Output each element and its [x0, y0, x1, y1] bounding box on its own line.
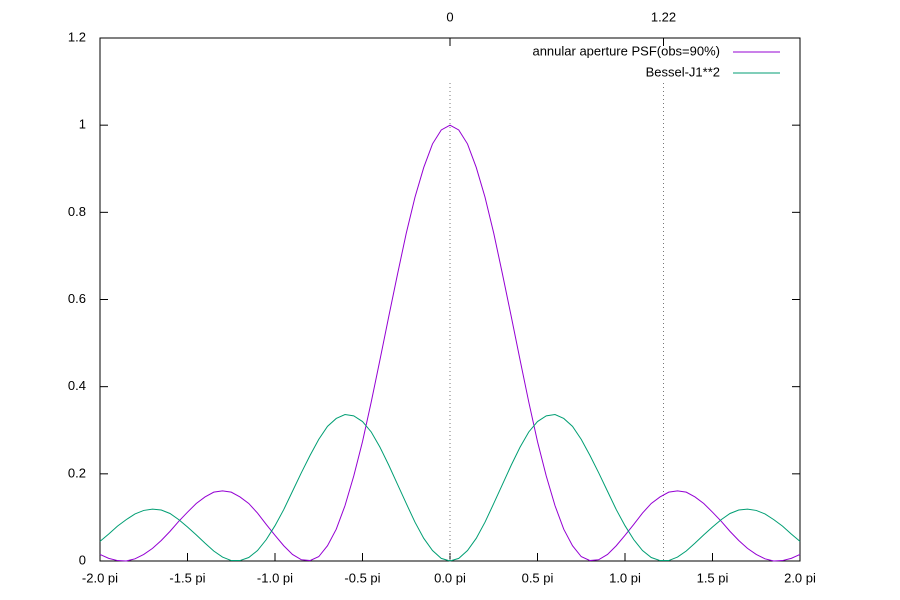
x2-tick-label: 0 [446, 9, 453, 24]
y-tick-label: 0 [79, 552, 86, 567]
y-tick-label: 0.2 [68, 465, 86, 480]
x-tick-label: 2.0 pi [784, 570, 816, 585]
x-tick-label: -1.0 pi [257, 570, 293, 585]
x-tick-label: 1.5 pi [697, 570, 729, 585]
legend-label: annular aperture PSF(obs=90%) [532, 43, 720, 58]
x-tick-label: -2.0 pi [82, 570, 118, 585]
x-tick-label: 0.0 pi [434, 570, 466, 585]
legend-label: Bessel-J1**2 [646, 64, 720, 79]
x-tick-label: -0.5 pi [344, 570, 380, 585]
series-line [99, 124, 801, 562]
y-tick-label: 0.4 [68, 378, 86, 393]
x-tick-label: 1.0 pi [609, 570, 641, 585]
y-tick-label: 1.2 [68, 29, 86, 44]
series-line [99, 414, 801, 562]
y-tick-label: 0.8 [68, 204, 86, 219]
y-tick-label: 0.6 [68, 291, 86, 306]
x2-tick-label: 1.22 [651, 9, 676, 24]
y-tick-label: 1 [79, 117, 86, 132]
x-tick-label: -1.5 pi [169, 570, 205, 585]
x-tick-label: 0.5 pi [522, 570, 554, 585]
